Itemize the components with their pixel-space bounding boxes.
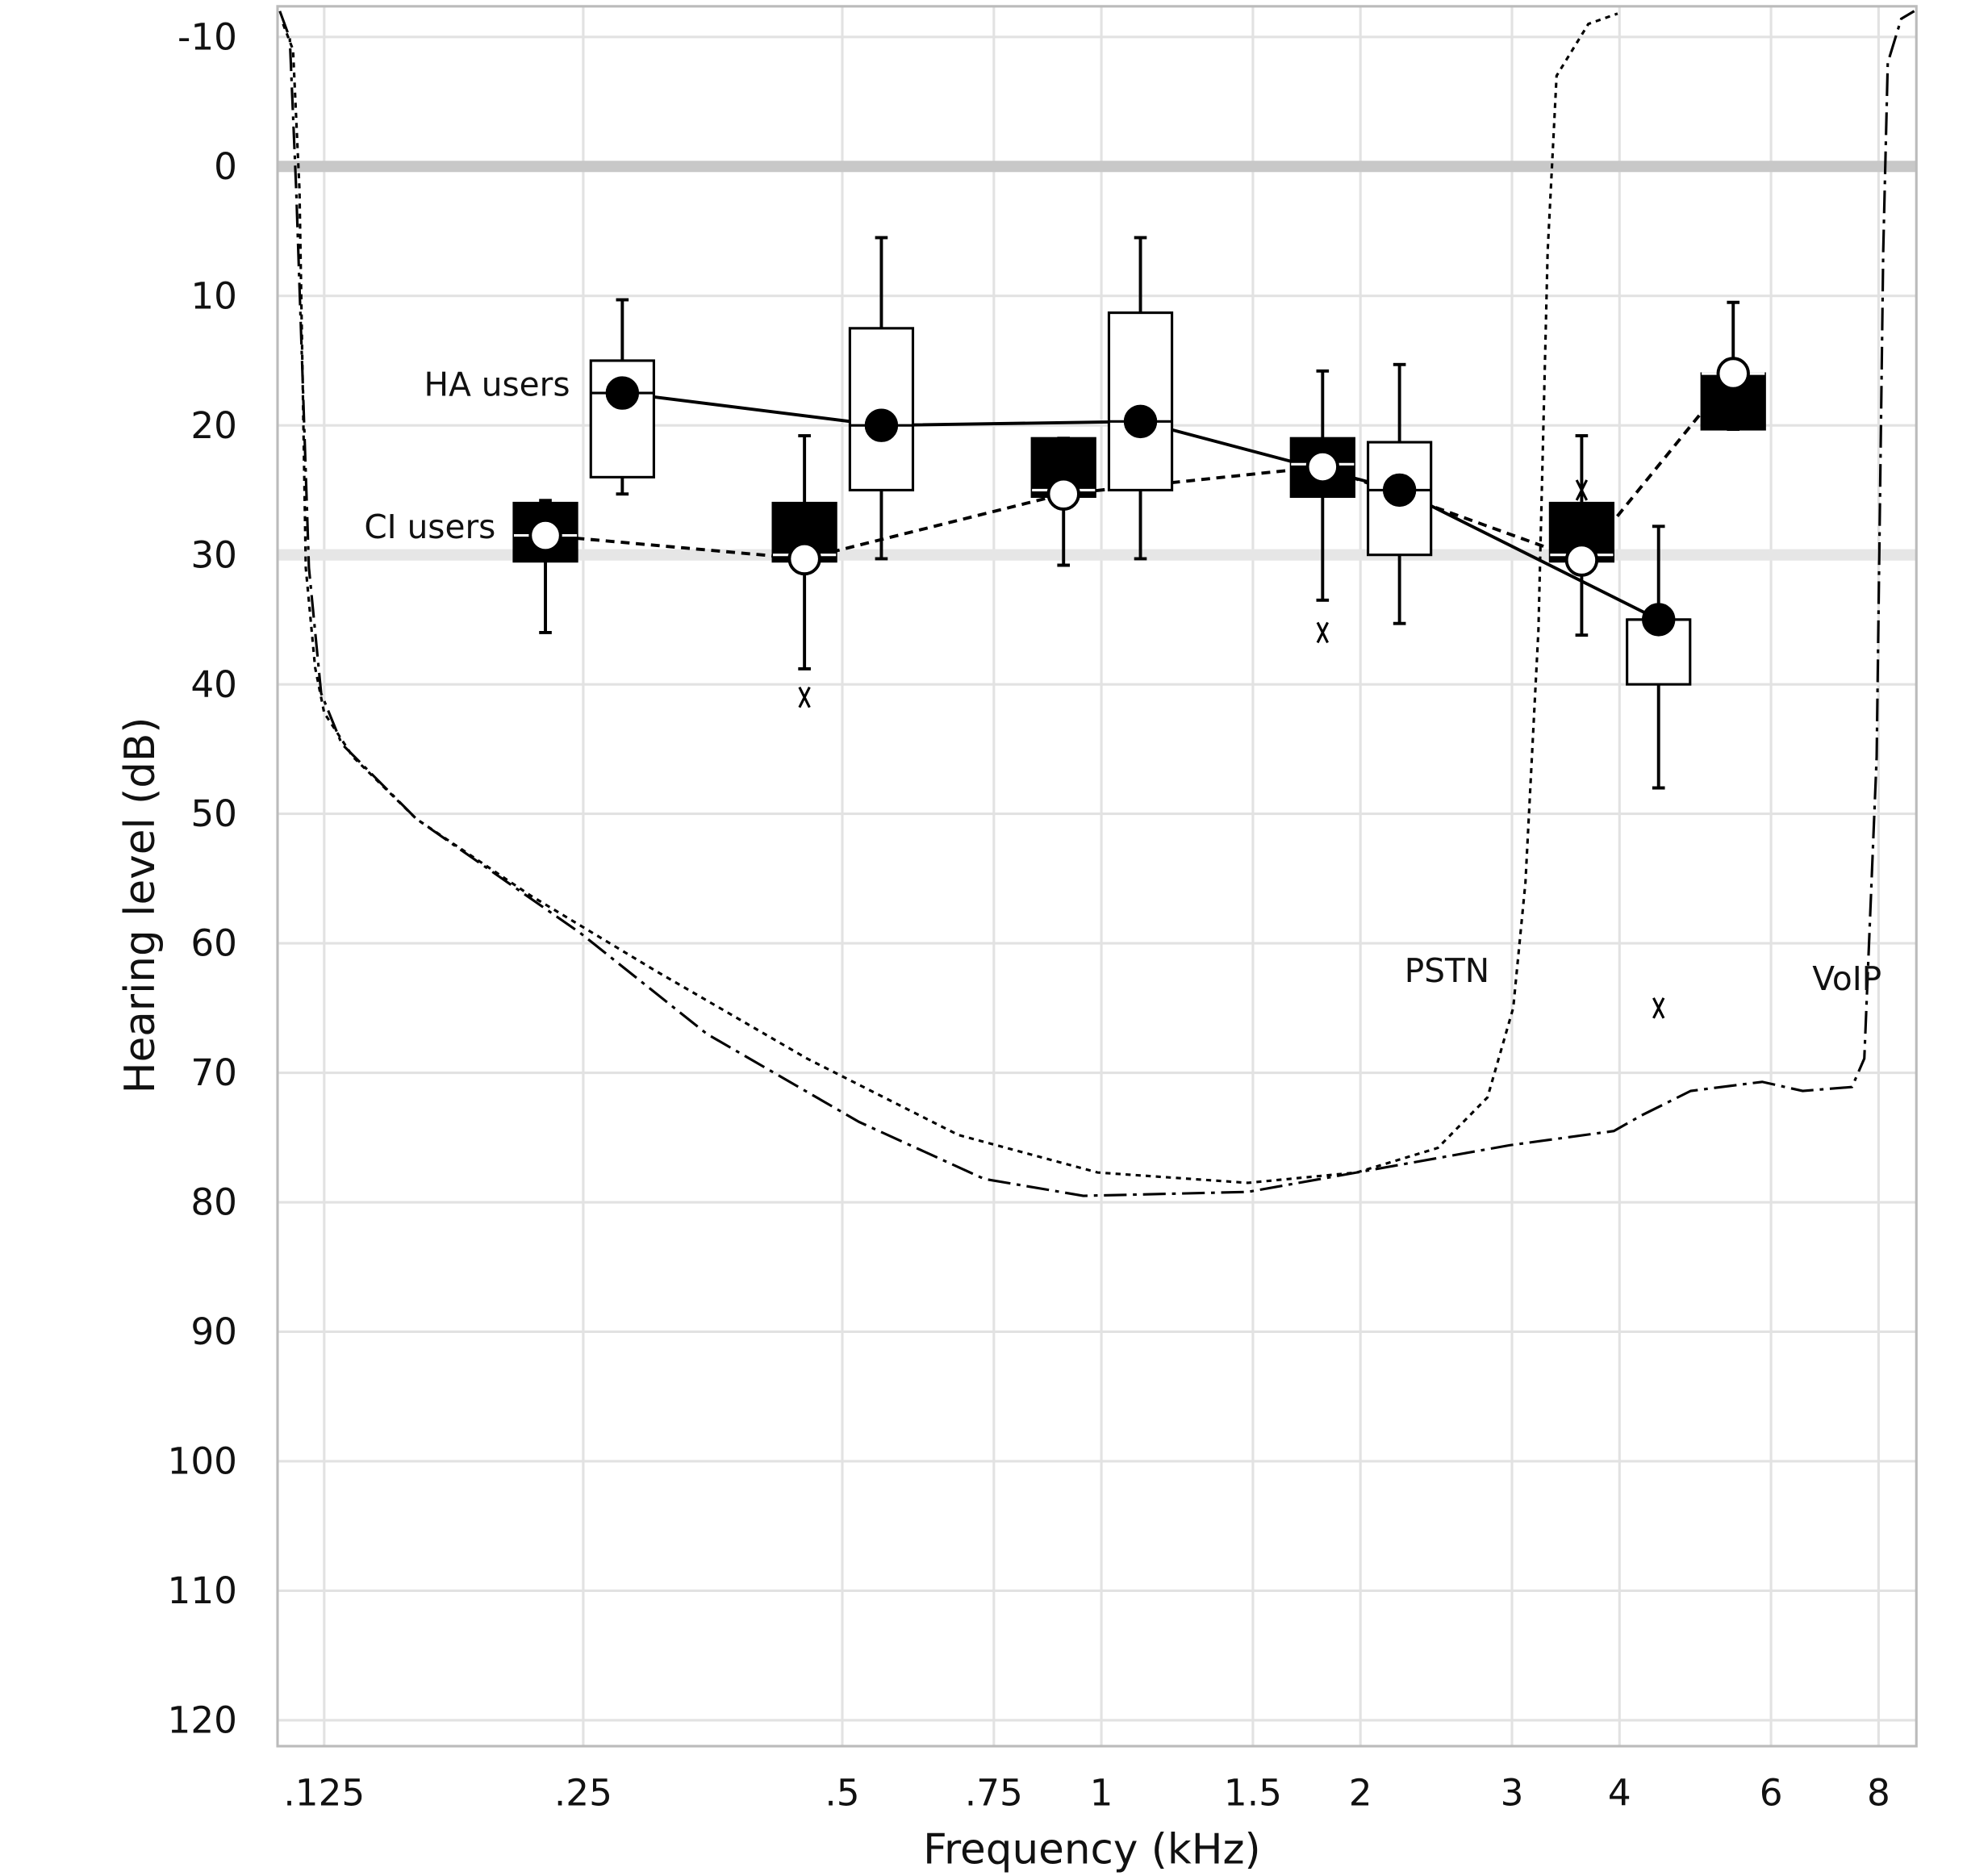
x-tick-label: 3	[1501, 1772, 1524, 1815]
y-tick-label: 100	[168, 1440, 237, 1483]
mean-marker	[1305, 449, 1340, 484]
x-tick-label: .25	[554, 1772, 612, 1815]
outlier-marker	[1316, 621, 1329, 644]
x-tick-label: 8	[1867, 1772, 1890, 1815]
pstn-curve	[282, 12, 1618, 1185]
mean-marker	[1046, 477, 1080, 511]
y-tick-label: 50	[190, 792, 237, 835]
outlier-marker	[1652, 997, 1665, 1019]
box-ci-users	[1548, 434, 1615, 637]
box-ci-users	[512, 499, 578, 634]
y-tick-label: 30	[190, 533, 237, 576]
mean-marker	[1123, 404, 1158, 439]
box-ci-users	[1700, 300, 1766, 431]
pstn-label: PSTN	[1405, 951, 1489, 990]
y-tick-label: 0	[214, 145, 237, 188]
ci-users-label: CI users	[364, 508, 495, 546]
box-ha-users	[1367, 362, 1433, 625]
mean-marker	[1564, 543, 1599, 577]
box-ci-users	[771, 434, 837, 708]
x-tick-label: .75	[965, 1772, 1023, 1815]
y-tick-label: 80	[190, 1181, 237, 1224]
plot-frame	[276, 5, 1918, 1748]
mean-marker	[1716, 357, 1750, 391]
mean-marker	[528, 518, 562, 553]
x-tick-label: 1.5	[1224, 1772, 1282, 1815]
y-tick-label: 40	[190, 663, 237, 706]
outlier-marker	[798, 686, 811, 708]
y-tick-label: 120	[168, 1699, 237, 1742]
boxes	[512, 236, 1766, 1019]
y-tick-label: 70	[190, 1051, 237, 1094]
reference-lines	[277, 161, 1917, 561]
tick-labels: .125 .25 .5 .75 1 1.5 2 3 4 6 8 -10 0 10 20 30 40 50 60 70 8…	[168, 15, 1890, 1814]
x-tick-label: .125	[283, 1772, 365, 1815]
y-tick-label: 10	[190, 274, 237, 317]
y-axis-title: Hearing level (dB)	[116, 717, 165, 1094]
y-tick-label: 90	[190, 1310, 237, 1353]
mean-marker	[1642, 603, 1676, 637]
x-tick-label: 1	[1090, 1772, 1113, 1815]
mean-marker	[605, 376, 640, 410]
outlier-marker	[1575, 479, 1589, 501]
y-tick-label: 60	[190, 922, 237, 965]
x-tick-label: 4	[1608, 1772, 1631, 1815]
box-ci-users	[1289, 369, 1355, 644]
box-ha-users	[848, 236, 915, 561]
ci-users-line	[545, 372, 1735, 562]
box-ha-users	[1107, 236, 1174, 561]
box	[1107, 311, 1174, 491]
mean-marker	[864, 408, 899, 442]
x-tick-label: .5	[825, 1772, 859, 1815]
x-tick-label: 2	[1349, 1772, 1372, 1815]
mean-marker	[787, 541, 821, 576]
y-tick-label: 20	[190, 404, 237, 447]
y-tick-label: -10	[177, 15, 237, 58]
grid	[277, 6, 1917, 1747]
voip-curve	[278, 10, 1915, 1197]
curves: PSTN VoIP	[278, 10, 1915, 1197]
voip-label: VoIP	[1812, 959, 1881, 998]
mean-marker	[1382, 473, 1417, 508]
box-ha-users	[1626, 524, 1692, 1019]
ha-users-label: HA users	[424, 366, 570, 404]
x-axis-title: Frequency (kHz)	[923, 1825, 1261, 1874]
y-tick-label: 110	[168, 1569, 237, 1612]
box-ha-users	[589, 298, 655, 496]
box-ci-users	[1030, 437, 1096, 567]
x-tick-label: 6	[1760, 1772, 1783, 1815]
